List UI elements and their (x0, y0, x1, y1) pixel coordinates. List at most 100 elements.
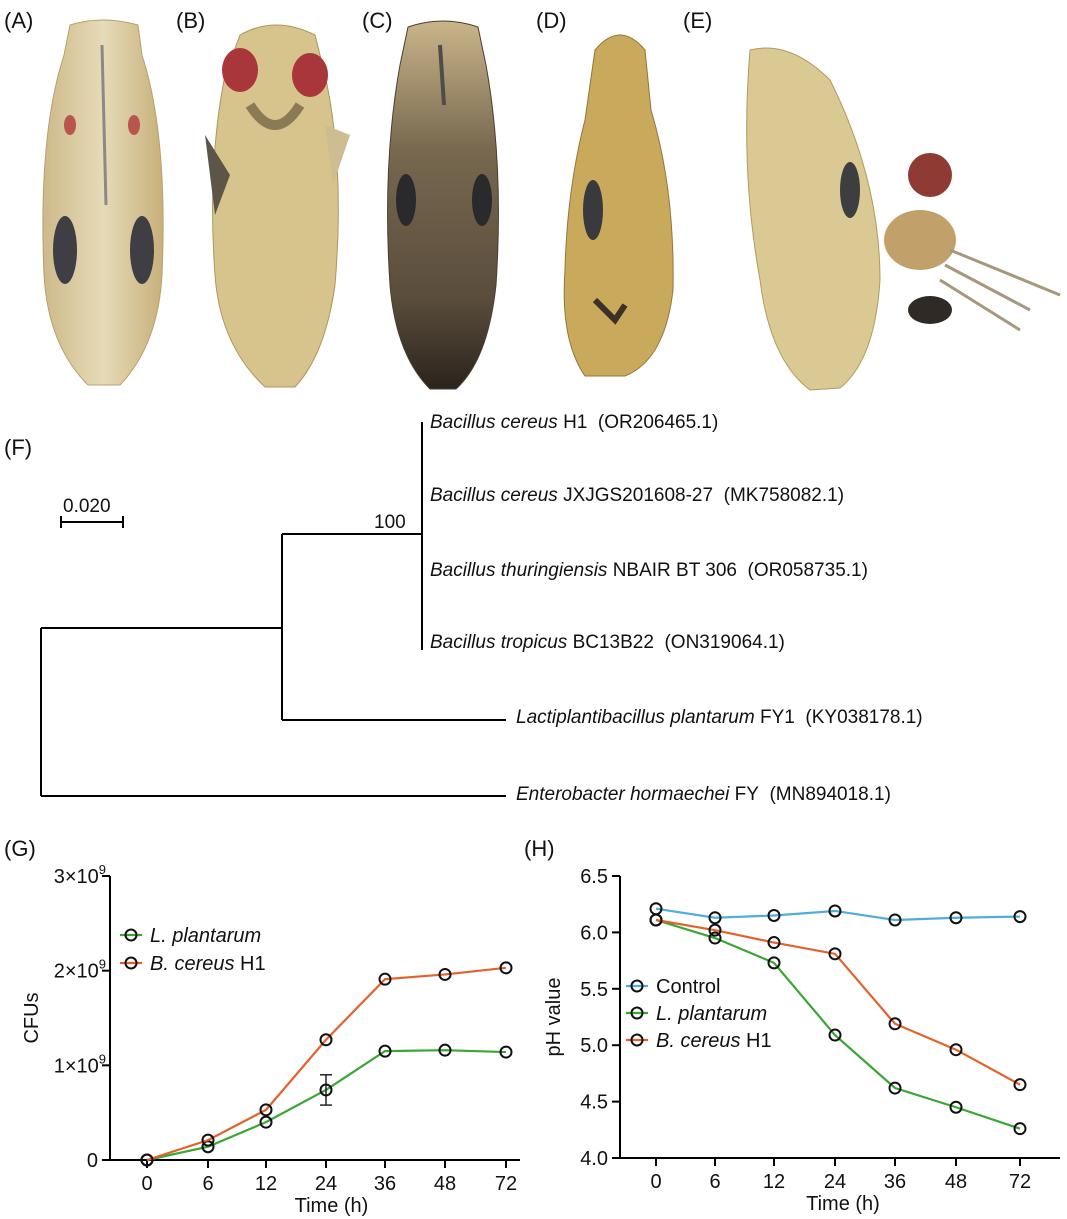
legend-swatch-marker (630, 1006, 644, 1020)
tree-taxon: Bacillus cereus JXJGS201608-27 (MK758082… (430, 485, 844, 507)
data-point (319, 1033, 333, 1047)
taxon-accession: (OR206465.1) (597, 412, 719, 433)
data-point (259, 1103, 273, 1117)
pupa-photo-d (563, 34, 674, 377)
data-point (767, 908, 781, 922)
data-point (499, 1045, 513, 1059)
data-point (949, 1043, 963, 1057)
y-tick-label: 6.0 (580, 922, 608, 944)
x-tick-label: 72 (495, 1173, 517, 1195)
taxon-species: Bacillus cereus (430, 485, 558, 506)
tree-taxon: Enterobacter hormaechei FY (MN894018.1) (516, 784, 891, 806)
legend-label: B. cereus H1 (150, 953, 266, 975)
panel-label-f: (F) (4, 435, 33, 460)
x-tick-label: 12 (255, 1173, 277, 1195)
y-tick-label: 4.5 (580, 1092, 608, 1114)
cfu-growth-chart: 0 1×109 2×109 3×109 0 6 12 24 36 48 72 Time (h) CFUs… (21, 862, 520, 1217)
taxon-species: Bacillus thuringiensis (430, 560, 608, 581)
taxon-accession: (MN894018.1) (769, 784, 891, 805)
panel-label-h: (H) (524, 836, 555, 861)
panel-label-c: (C) (362, 8, 393, 33)
y-axis-label: CFUs (21, 992, 43, 1043)
x-tick-label: 48 (945, 1171, 967, 1193)
taxon-accession: (ON319064.1) (664, 632, 785, 653)
taxon-species: Lactiplantibacillus plantarum (516, 707, 755, 728)
data-point (140, 1153, 154, 1167)
taxon-strain: NBAIR BT 306 (612, 560, 737, 581)
series-line (146, 966, 507, 1162)
taxon-species: Bacillus cereus (430, 412, 558, 433)
data-point (828, 1028, 842, 1042)
panel-label-b: (B) (176, 8, 206, 33)
data-point (1013, 910, 1027, 924)
panel-label-a: (A) (4, 8, 34, 33)
y-tick-label: 1×109 (54, 1051, 106, 1077)
data-point (888, 1017, 902, 1031)
data-point (949, 1100, 963, 1114)
taxon-species: Bacillus tropicus (430, 632, 568, 653)
pupa-photo-a (42, 19, 164, 386)
data-point (499, 961, 513, 975)
y-axis-label: pH value (543, 978, 565, 1057)
data-point (319, 1083, 333, 1097)
legend-label: L. plantarum (656, 1003, 767, 1025)
taxon-accession: (MK758082.1) (723, 485, 845, 506)
y-tick-label: 5.5 (580, 979, 608, 1001)
x-axis-label: Time (h) (295, 1195, 369, 1217)
legend-swatch-marker (630, 979, 644, 993)
data-point (259, 1115, 273, 1129)
tree-taxon: Lactiplantibacillus plantarum FY1 (KY038… (516, 707, 923, 729)
taxon-strain: FY (734, 784, 759, 805)
taxon-strain: BC13B22 (572, 632, 654, 653)
x-tick-label: 6 (709, 1171, 720, 1193)
taxon-strain: FY1 (759, 707, 795, 728)
x-tick-label: 6 (202, 1173, 213, 1195)
data-point (649, 913, 663, 927)
phylo-tree (40, 422, 506, 797)
y-tick-label: 6.5 (580, 866, 608, 888)
legend-swatch-marker (124, 956, 138, 970)
data-point (378, 1044, 392, 1058)
x-tick-label: 36 (884, 1171, 906, 1193)
y-tick-label: 3×109 (54, 862, 106, 888)
data-point (888, 913, 902, 927)
data-point (828, 904, 842, 918)
panel-label-d: (D) (536, 8, 567, 33)
tree-taxon: Bacillus tropicus BC13B22 (ON319064.1) (430, 632, 785, 654)
data-point (1013, 1078, 1027, 1092)
taxon-accession: (OR058735.1) (747, 560, 868, 581)
tree-bootstrap-value: 100 (374, 512, 406, 533)
data-point (767, 956, 781, 970)
x-axis-label: Time (h) (806, 1193, 880, 1215)
taxon-strain: JXJGS201608-27 (563, 485, 714, 506)
taxon-strain: H1 (563, 412, 588, 433)
tree-taxon: Bacillus cereus H1 (OR206465.1) (430, 412, 718, 434)
x-tick-label: 24 (315, 1173, 337, 1195)
y-tick-label: 5.0 (580, 1035, 608, 1057)
data-point (708, 931, 722, 945)
x-tick-label: 36 (374, 1173, 396, 1195)
legend-swatch-marker (630, 1033, 644, 1047)
pupa-photo-e (746, 47, 1061, 391)
series-line (655, 907, 1021, 922)
x-tick-label: 72 (1009, 1171, 1031, 1193)
data-point (828, 947, 842, 961)
series-line (655, 918, 1021, 1086)
legend-swatch-marker (124, 928, 138, 942)
data-point (378, 972, 392, 986)
data-point (438, 1043, 452, 1057)
x-tick-label: 24 (824, 1171, 846, 1193)
data-point (201, 1133, 215, 1147)
x-tick-label: 0 (650, 1171, 661, 1193)
taxon-species: Enterobacter hormaechei (516, 784, 730, 805)
series-line (655, 918, 1021, 1130)
y-tick-label: 0 (87, 1150, 98, 1172)
tree-taxon: Bacillus thuringiensis NBAIR BT 306 (OR0… (430, 560, 868, 582)
x-tick-label: 48 (434, 1173, 456, 1195)
ph-value-chart: 4.0 4.5 5.0 5.5 6.0 6.5 0 6 12 24 36 48 72 Time (h) pH… (543, 866, 1060, 1215)
tree-scale-label: 0.020 (63, 496, 111, 517)
legend-label: L. plantarum (150, 925, 261, 947)
data-point (767, 936, 781, 950)
data-point (888, 1081, 902, 1095)
legend-label: Control (656, 976, 720, 998)
